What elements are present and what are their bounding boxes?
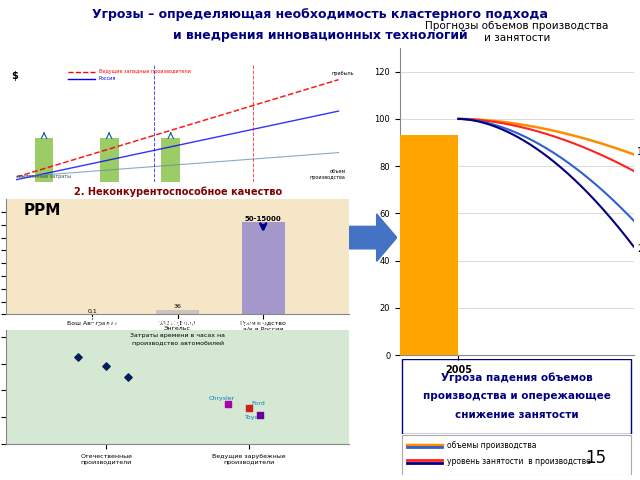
Text: 15: 15 [584,449,606,468]
Text: уровень занятости  в производстве: уровень занятости в производстве [447,457,591,466]
Text: Затраты времени в часах на: Затраты времени в часах на [130,333,225,338]
Bar [400,135,458,355]
Point [244,404,254,412]
Text: 0,1: 0,1 [87,309,97,313]
Text: 1: 1 [637,147,640,157]
Text: 2: 2 [637,244,640,254]
Text: 1. Снижение рентабельности: 1. Снижение рентабельности [94,50,261,61]
Text: 36: 36 [173,304,182,309]
Text: объемы производства: объемы производства [447,441,536,450]
Bar [35,138,54,182]
Text: Россия: Россия [99,76,116,82]
Text: Угроза падения объемов: Угроза падения объемов [441,372,593,383]
Point [122,373,132,381]
Text: $: $ [12,71,19,81]
Text: постоянные затраты: постоянные затраты [17,174,70,180]
Text: 3. Низкая производительность: 3. Низкая производительность [90,317,266,327]
Text: и внедрения инновационных технологий: и внедрения инновационных технологий [173,29,467,42]
Text: прибыль: прибыль [332,72,354,76]
Text: Ведущие западные производители: Ведущие западные производители [99,69,191,74]
Bar [156,310,199,314]
Text: Chrysler: Chrysler [209,396,236,401]
Polygon shape [349,214,397,261]
Text: PPM: PPM [24,203,61,218]
Title: Прогнозы объемов производства
и занятости: Прогнозы объемов производства и занятост… [425,22,609,43]
Text: снижение занятости: снижение занятости [455,410,579,420]
Text: 2. Неконкурентоспособное качество: 2. Неконкурентоспособное качество [74,186,282,196]
Text: Toyota: Toyota [244,415,266,420]
Point [223,400,233,408]
Text: Ford: Ford [252,401,266,406]
Text: 50-15000: 50-15000 [245,216,282,222]
Text: Угрозы – определяющая необходимость кластерного подхода: Угрозы – определяющая необходимость клас… [92,8,548,21]
Point [101,362,111,370]
Text: объем
производства: объем производства [310,169,346,180]
Bar [100,138,118,182]
Point [255,411,266,419]
Bar [242,222,285,314]
Point [72,353,83,361]
Text: производства и опережающее: производства и опережающее [423,392,611,401]
Text: производство автомобилей: производство автомобилей [132,341,223,346]
Bar [161,138,180,182]
